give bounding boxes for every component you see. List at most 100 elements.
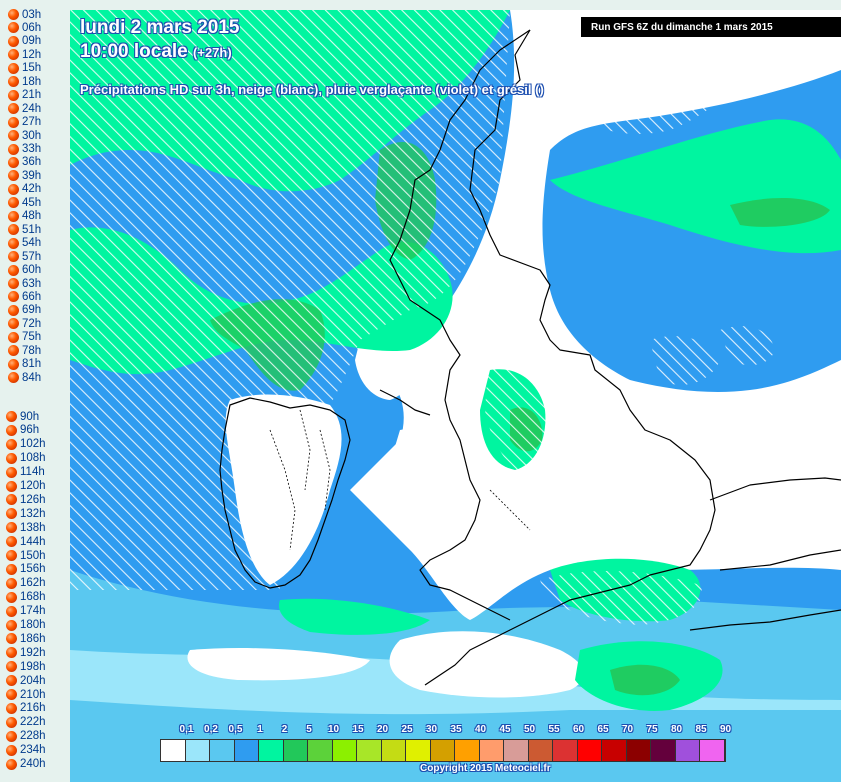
hour-link-180h[interactable]: 180h bbox=[6, 619, 46, 632]
hour-link-12h[interactable]: 12h bbox=[8, 48, 41, 61]
hour-label: 240h bbox=[20, 758, 46, 770]
hour-link-222h[interactable]: 222h bbox=[6, 716, 46, 729]
hour-link-39h[interactable]: 39h bbox=[8, 169, 41, 182]
legend-swatch bbox=[259, 740, 284, 761]
hour-link-168h[interactable]: 168h bbox=[6, 591, 46, 604]
hour-label: 21h bbox=[22, 89, 42, 102]
hour-label: 162h bbox=[20, 577, 46, 590]
hour-ball-icon bbox=[6, 577, 17, 589]
hour-link-114h[interactable]: 114h bbox=[6, 466, 45, 479]
hour-link-126h[interactable]: 126h bbox=[6, 493, 46, 506]
hour-link-57h[interactable]: 57h bbox=[8, 250, 41, 263]
hour-label: 198h bbox=[20, 660, 46, 673]
legend-label: 55 bbox=[548, 724, 560, 735]
hour-ball-icon bbox=[6, 744, 17, 756]
hour-label: 210h bbox=[20, 688, 46, 701]
legend-swatch bbox=[553, 740, 578, 761]
hour-link-24h[interactable]: 24h bbox=[8, 102, 41, 115]
hour-link-60h[interactable]: 60h bbox=[8, 264, 41, 277]
hour-link-45h[interactable]: 45h bbox=[8, 196, 41, 209]
hour-link-174h[interactable]: 174h bbox=[6, 605, 46, 618]
hour-link-18h[interactable]: 18h bbox=[8, 75, 41, 88]
hour-link-120h[interactable]: 120h bbox=[6, 480, 46, 493]
hour-link-09h[interactable]: 09h bbox=[8, 35, 41, 48]
hour-label: 144h bbox=[20, 535, 46, 548]
hour-ball-icon bbox=[8, 345, 19, 357]
hour-link-150h[interactable]: 150h bbox=[6, 549, 46, 562]
hour-link-132h[interactable]: 132h bbox=[6, 507, 46, 520]
hour-link-15h[interactable]: 15h bbox=[8, 62, 41, 75]
hour-ball-icon bbox=[6, 480, 17, 492]
legend-swatch bbox=[700, 740, 725, 761]
hour-link-51h[interactable]: 51h bbox=[8, 223, 41, 236]
hour-label: 90h bbox=[20, 410, 40, 423]
hour-ball-icon bbox=[6, 633, 17, 645]
legend-label: 65 bbox=[597, 724, 609, 735]
hour-link-36h[interactable]: 36h bbox=[8, 156, 41, 169]
legend-label: 0,5 bbox=[228, 724, 243, 735]
legend-swatch bbox=[651, 740, 676, 761]
hour-link-192h[interactable]: 192h bbox=[6, 646, 46, 659]
hour-link-84h[interactable]: 84h bbox=[8, 371, 41, 384]
hour-label: 15h bbox=[22, 62, 42, 75]
hour-link-96h[interactable]: 96h bbox=[6, 424, 39, 437]
hour-link-138h[interactable]: 138h bbox=[6, 521, 46, 534]
hour-link-33h[interactable]: 33h bbox=[8, 143, 41, 156]
legend-label: 90 bbox=[719, 724, 732, 735]
hour-link-48h[interactable]: 48h bbox=[8, 210, 41, 223]
hour-link-78h[interactable]: 78h bbox=[8, 344, 41, 357]
legend-label: 35 bbox=[450, 724, 462, 735]
hour-link-228h[interactable]: 228h bbox=[6, 730, 46, 743]
hour-ball-icon bbox=[6, 661, 17, 673]
hour-link-03h[interactable]: 03h bbox=[8, 8, 41, 21]
hour-link-240h[interactable]: 240h bbox=[6, 758, 46, 771]
hour-link-72h[interactable]: 72h bbox=[8, 317, 41, 330]
legend-swatch bbox=[479, 740, 504, 761]
hour-label: 150h bbox=[20, 549, 46, 562]
hour-link-216h[interactable]: 216h bbox=[6, 702, 46, 715]
hour-label: 30h bbox=[22, 129, 42, 142]
hour-label: 33h bbox=[22, 143, 42, 155]
hour-link-210h[interactable]: 210h bbox=[6, 688, 46, 701]
hour-label: 57h bbox=[22, 250, 42, 263]
hour-ball-icon bbox=[6, 536, 17, 548]
legend-label: 75 bbox=[646, 724, 658, 735]
legend-label: 50 bbox=[523, 724, 536, 735]
hour-link-204h[interactable]: 204h bbox=[6, 674, 46, 687]
hour-link-102h[interactable]: 102h bbox=[6, 438, 46, 451]
hour-link-66h[interactable]: 66h bbox=[8, 290, 41, 303]
hour-label: 42h bbox=[22, 183, 42, 196]
hour-label: 24h bbox=[22, 102, 42, 115]
hour-link-75h[interactable]: 75h bbox=[8, 331, 41, 344]
hour-link-108h[interactable]: 108h bbox=[6, 452, 46, 465]
legend-label: 1 bbox=[257, 724, 263, 735]
run-label: Run GFS 6Z du dimanche 1 mars 2015 bbox=[581, 17, 841, 37]
hour-label: 75h bbox=[22, 331, 42, 344]
legend-label: 60 bbox=[572, 724, 585, 735]
hour-link-21h[interactable]: 21h bbox=[8, 89, 41, 102]
hour-label: 132h bbox=[20, 507, 46, 520]
hour-link-54h[interactable]: 54h bbox=[8, 237, 41, 250]
hour-label: 234h bbox=[20, 744, 46, 757]
hour-link-27h[interactable]: 27h bbox=[8, 116, 41, 129]
legend-color-bar bbox=[160, 739, 726, 762]
hour-link-06h[interactable]: 06h bbox=[8, 21, 41, 34]
legend-label: 70 bbox=[621, 724, 634, 735]
hour-link-144h[interactable]: 144h bbox=[6, 535, 46, 548]
hour-label: 156h bbox=[20, 563, 46, 576]
hour-ball-icon bbox=[8, 76, 19, 88]
hour-ball-icon bbox=[8, 170, 19, 182]
hour-link-234h[interactable]: 234h bbox=[6, 744, 46, 757]
hour-link-156h[interactable]: 156h bbox=[6, 563, 46, 576]
hour-link-81h[interactable]: 81h bbox=[8, 358, 41, 371]
map-time-title: 10:00 locale (+27h) bbox=[80, 41, 232, 63]
hour-link-63h[interactable]: 63h bbox=[8, 277, 41, 290]
hour-link-198h[interactable]: 198h bbox=[6, 660, 46, 673]
hour-link-90h[interactable]: 90h bbox=[6, 410, 39, 423]
hour-link-30h[interactable]: 30h bbox=[8, 129, 41, 142]
hour-ball-icon bbox=[8, 264, 19, 276]
hour-link-162h[interactable]: 162h bbox=[6, 577, 46, 590]
hour-link-69h[interactable]: 69h bbox=[8, 304, 41, 317]
hour-link-186h[interactable]: 186h bbox=[6, 632, 46, 645]
hour-link-42h[interactable]: 42h bbox=[8, 183, 41, 196]
